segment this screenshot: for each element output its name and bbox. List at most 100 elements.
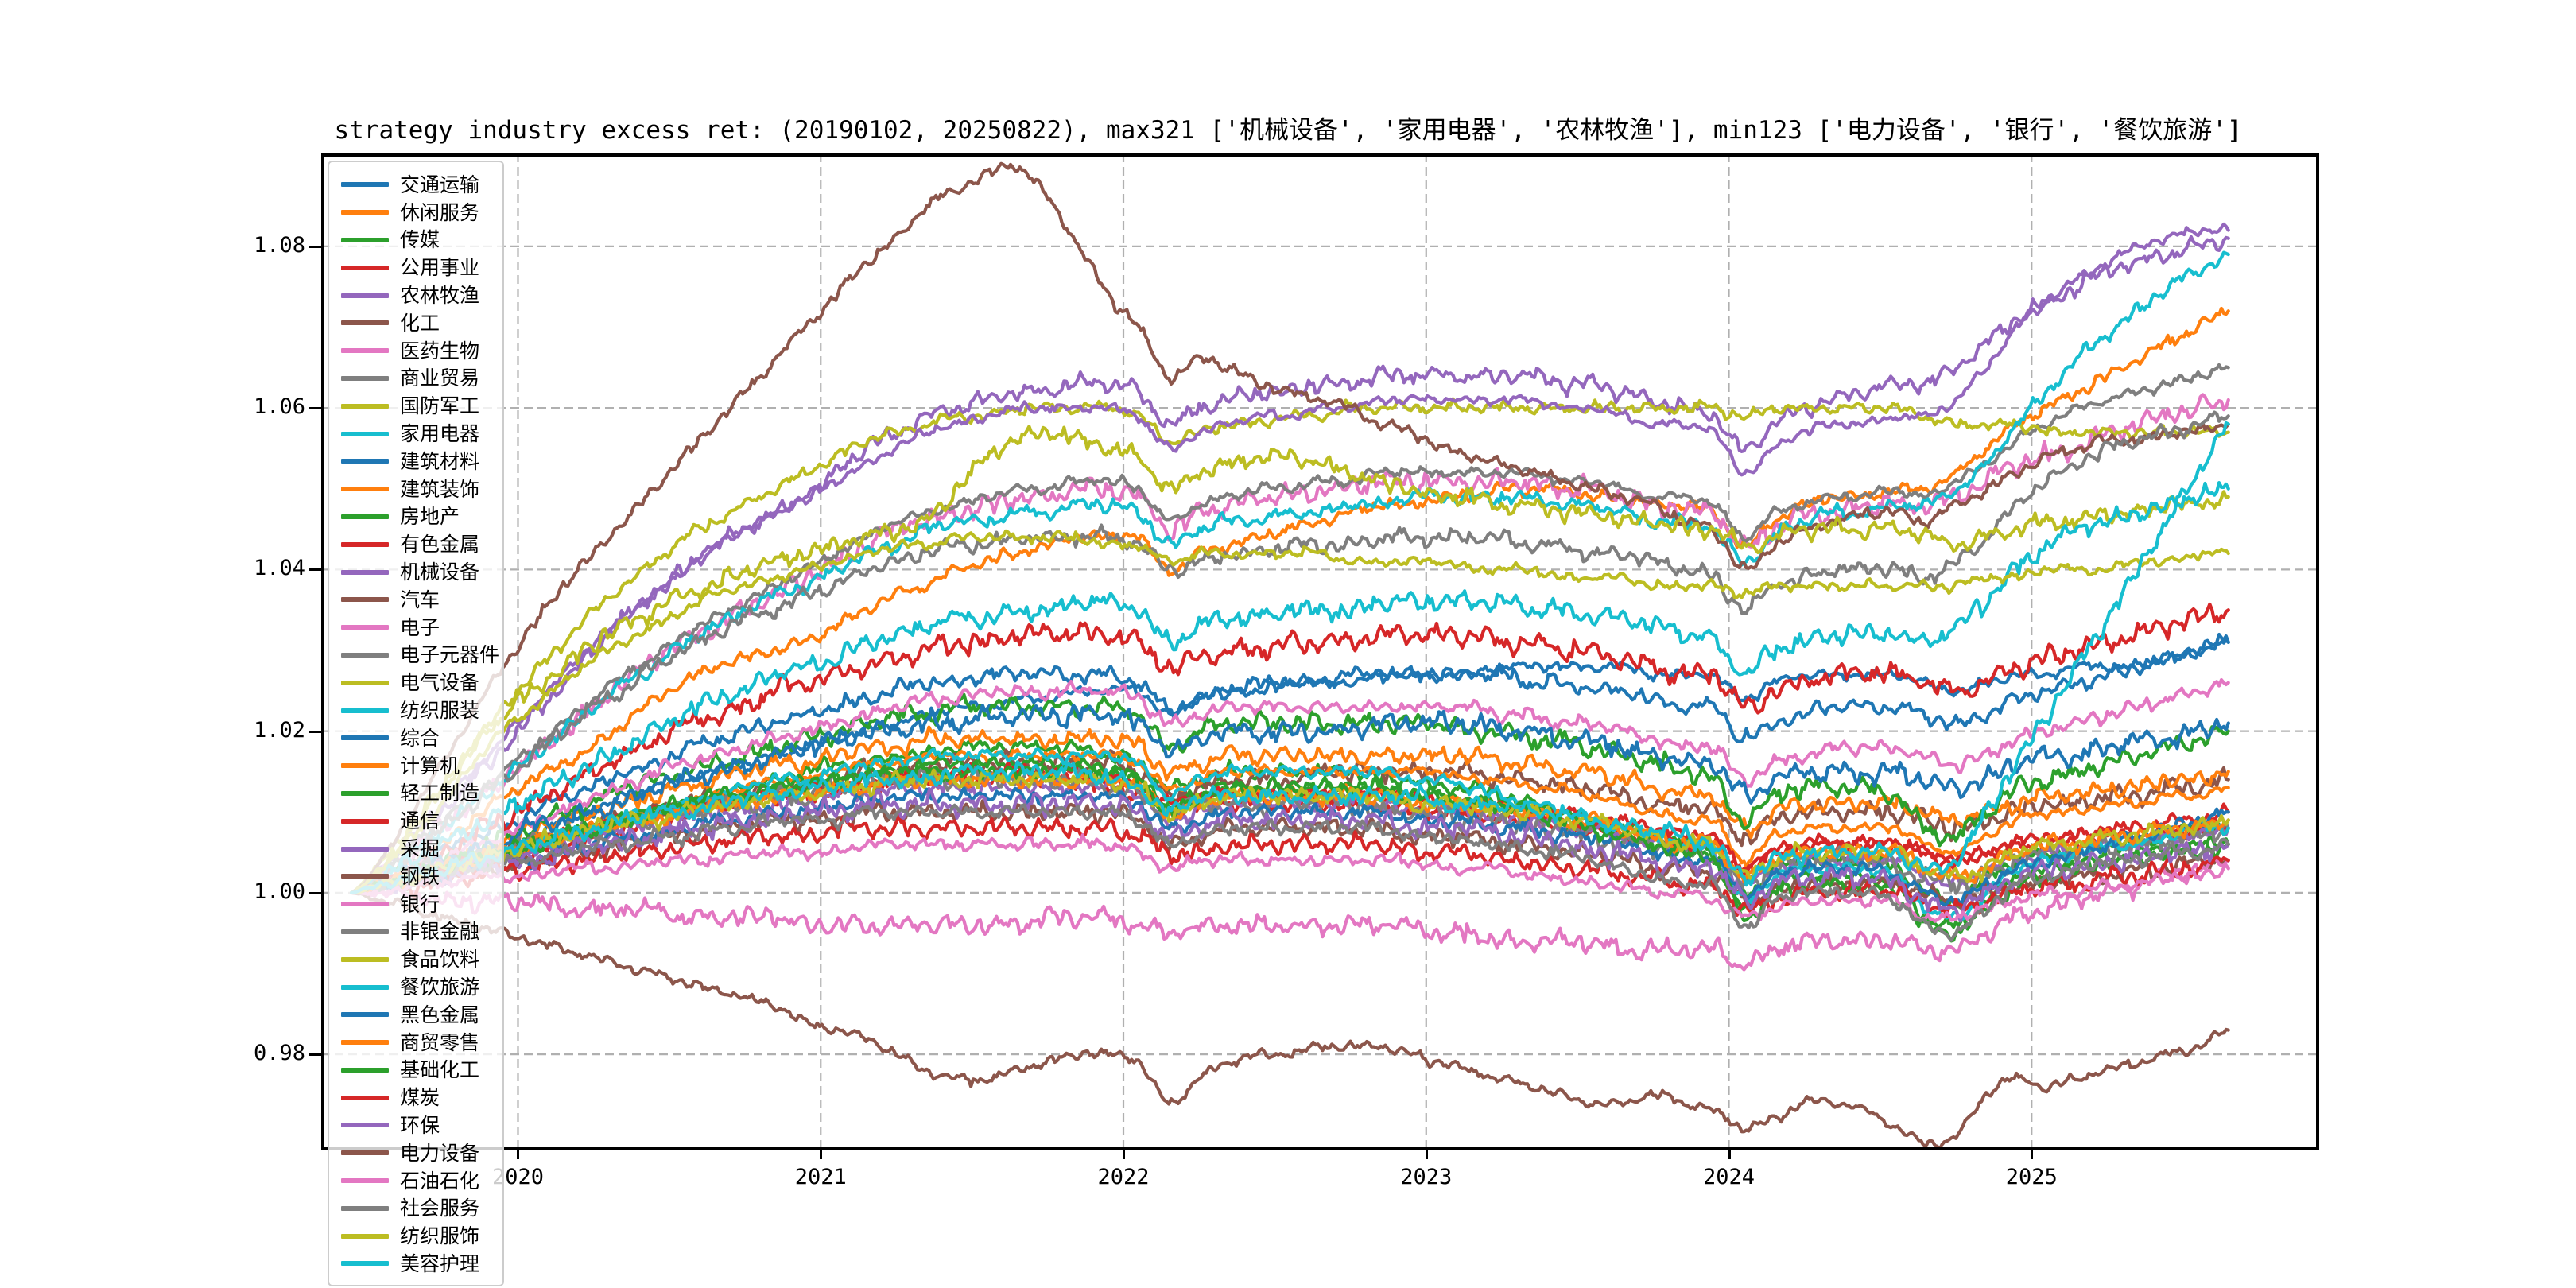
x-tick-mark <box>1728 1147 1731 1159</box>
legend-item[interactable]: 机械设备 <box>336 558 495 586</box>
legend-item-label: 基础化工 <box>400 1058 480 1082</box>
legend-item-label: 综合 <box>400 726 440 750</box>
legend-item[interactable]: 采掘 <box>336 835 495 863</box>
legend-color-swatch <box>341 320 389 326</box>
legend-item[interactable]: 公用事业 <box>336 254 495 281</box>
legend-item[interactable]: 电子 <box>336 614 495 642</box>
legend-color-swatch <box>341 680 389 685</box>
legend-item[interactable]: 医药生物 <box>336 337 495 365</box>
axis-spine-bottom <box>321 1147 2319 1150</box>
legend-color-swatch <box>341 902 389 907</box>
legend-color-swatch <box>341 984 389 990</box>
legend-color-swatch <box>341 293 389 298</box>
legend-item[interactable]: 家用电器 <box>336 420 495 448</box>
y-tick-label: 1.04 <box>253 556 305 581</box>
x-tick-mark <box>2031 1147 2034 1159</box>
legend-item[interactable]: 非银金融 <box>336 918 495 946</box>
legend-item[interactable]: 纺织服装 <box>336 696 495 724</box>
series-line <box>349 161 2230 894</box>
series-line <box>349 602 2230 894</box>
x-tick-label: 2024 <box>1703 1165 1755 1189</box>
legend-item[interactable]: 电子元器件 <box>336 642 499 669</box>
legend-item-label: 机械设备 <box>400 561 480 584</box>
legend-item[interactable]: 有色金属 <box>336 530 495 558</box>
series-line <box>349 222 2230 894</box>
legend-item[interactable]: 石油石化 <box>336 1167 495 1195</box>
axis-spine-right <box>2316 153 2319 1150</box>
axis-spine-top <box>321 153 2319 157</box>
series-line <box>349 812 2230 919</box>
series-line <box>349 425 2230 894</box>
legend-color-swatch <box>341 237 389 242</box>
x-tick-label: 2022 <box>1097 1165 1150 1189</box>
legend-item[interactable]: 钢铁 <box>336 863 495 890</box>
legend-color-swatch <box>341 1123 389 1128</box>
series-line <box>349 421 2230 894</box>
x-tick-mark <box>820 1147 823 1159</box>
legend-item[interactable]: 电气设备 <box>336 669 495 696</box>
legend-item-label: 房地产 <box>400 505 460 529</box>
legend-color-swatch <box>341 1040 389 1046</box>
legend-item[interactable]: 煤炭 <box>336 1084 495 1111</box>
legend-item-label: 公用事业 <box>400 256 480 280</box>
y-tick-label: 1.02 <box>253 717 305 743</box>
series-line <box>349 890 2230 1147</box>
legend-item[interactable]: 环保 <box>336 1111 495 1139</box>
legend-item[interactable]: 房地产 <box>336 503 495 531</box>
y-tick-label: 0.98 <box>253 1041 305 1066</box>
legend-item[interactable]: 国防军工 <box>336 392 495 420</box>
legend-color-swatch <box>341 348 389 354</box>
legend-item-label: 煤炭 <box>400 1086 440 1110</box>
legend-item[interactable]: 电力设备 <box>336 1139 495 1167</box>
legend-item[interactable]: 食品饮料 <box>336 945 495 973</box>
legend-item-label: 商贸零售 <box>400 1030 480 1054</box>
series-line <box>349 768 2230 894</box>
legend-item[interactable]: 基础化工 <box>336 1057 495 1084</box>
x-tick-mark <box>517 1147 520 1159</box>
series-line <box>349 789 2230 923</box>
legend-color-swatch <box>341 708 389 713</box>
legend-item-label: 餐饮旅游 <box>400 976 480 999</box>
legend-color-swatch <box>341 956 389 962</box>
legend-item[interactable]: 建筑材料 <box>336 448 495 475</box>
legend-item[interactable]: 轻工制造 <box>336 780 495 808</box>
legend-item[interactable]: 建筑装饰 <box>336 475 495 503</box>
legend-item-label: 纺织服饰 <box>400 1224 480 1248</box>
legend-item-label: 传媒 <box>400 228 440 252</box>
series-line <box>349 235 2230 894</box>
legend-item[interactable]: 综合 <box>336 724 495 752</box>
legend-item-label: 汽车 <box>400 588 440 611</box>
legend-item[interactable]: 餐饮旅游 <box>336 973 495 1001</box>
legend-item-label: 社会服务 <box>400 1197 480 1220</box>
legend-item[interactable]: 传媒 <box>336 227 495 254</box>
legend-color-swatch <box>341 1067 389 1073</box>
legend-item-label: 电子 <box>400 615 440 639</box>
series-line <box>349 703 2230 894</box>
series-line <box>349 833 2230 923</box>
axis-spine-left <box>321 153 324 1150</box>
legend-item[interactable]: 黑色金属 <box>336 1001 495 1029</box>
legend-item[interactable]: 银行 <box>336 890 495 918</box>
legend-item[interactable]: 交通运输 <box>336 171 495 199</box>
legend-color-swatch <box>341 625 389 630</box>
y-tick-mark <box>309 407 321 410</box>
legend-color-swatch <box>341 1205 389 1211</box>
legend-item[interactable]: 计算机 <box>336 752 495 780</box>
legend-item[interactable]: 商业贸易 <box>336 365 495 393</box>
legend-color-swatch <box>341 1178 389 1184</box>
legend-item[interactable]: 休闲服务 <box>336 199 495 227</box>
legend-item[interactable]: 汽车 <box>336 586 495 614</box>
legend-item[interactable]: 商贸零售 <box>336 1029 495 1057</box>
series-line <box>349 677 2230 894</box>
legend-item[interactable]: 通信 <box>336 807 495 835</box>
legend-color-swatch <box>341 1150 389 1156</box>
legend-item[interactable]: 社会服务 <box>336 1194 495 1222</box>
legend-color-swatch <box>341 375 389 381</box>
legend-item-label: 电力设备 <box>400 1141 480 1165</box>
x-tick-label: 2023 <box>1400 1165 1453 1189</box>
legend-item[interactable]: 化工 <box>336 309 495 337</box>
legend-color-swatch <box>341 1261 389 1267</box>
legend-item[interactable]: 美容护理 <box>336 1250 495 1278</box>
legend-item[interactable]: 农林牧渔 <box>336 281 495 309</box>
legend-item[interactable]: 纺织服饰 <box>336 1222 495 1250</box>
